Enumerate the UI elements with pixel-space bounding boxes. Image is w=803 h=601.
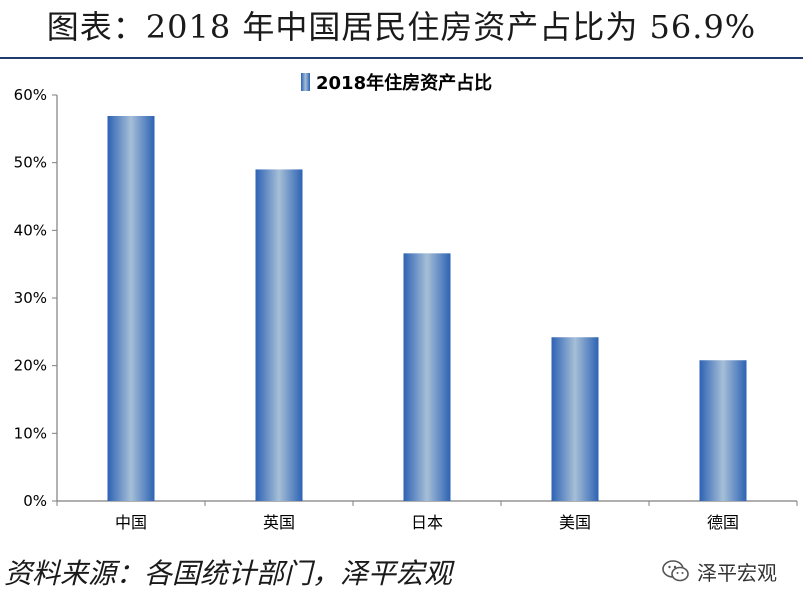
wechat-icon (662, 560, 689, 582)
title-divider (0, 57, 803, 59)
page-title: 图表：2018 年中国居民住房资产占比为 56.9% (46, 8, 757, 46)
y-tick-label: 20% (14, 357, 47, 375)
y-tick-label: 50% (14, 154, 47, 172)
bar-4 (699, 360, 747, 501)
x-tick-label: 德国 (707, 513, 739, 532)
y-tick-label: 30% (14, 289, 47, 307)
y-tick-label: 10% (14, 424, 47, 442)
bar-3 (551, 337, 599, 501)
x-tick-label: 日本 (411, 513, 443, 532)
y-tick-label: 0% (23, 492, 47, 510)
x-tick-label: 中国 (115, 513, 147, 532)
chart-bars (107, 115, 747, 501)
legend-label: 2018年住房资产占比 (316, 72, 492, 94)
watermark-text: 泽平宏观 (697, 560, 777, 585)
chart-axes: 0% 10% 20% 30% 40% 50% 60% 中国 英国 日本 美国 德国 (14, 86, 798, 532)
chart-area: 2018年住房资产占比 0% 10% 20% 30% 40% 50% 60% 中国 英国 日本 美国… (0, 60, 803, 545)
y-tick-label: 40% (14, 221, 47, 239)
bar-1 (255, 169, 303, 501)
x-tick-label: 美国 (559, 513, 591, 532)
y-tick-label: 60% (14, 86, 47, 104)
chart-legend: 2018年住房资产占比 (301, 72, 492, 94)
x-tick-label: 英国 (263, 513, 295, 532)
source-note: 资料来源：各国统计部门，泽平宏观 (4, 557, 453, 590)
watermark: 泽平宏观 (661, 556, 777, 586)
bar-2 (403, 253, 451, 501)
bar-chart: 2018年住房资产占比 0% 10% 20% 30% 40% 50% 60% 中国 英国 日本 美国… (14, 72, 798, 532)
legend-swatch (301, 73, 310, 91)
bar-0 (107, 115, 155, 501)
